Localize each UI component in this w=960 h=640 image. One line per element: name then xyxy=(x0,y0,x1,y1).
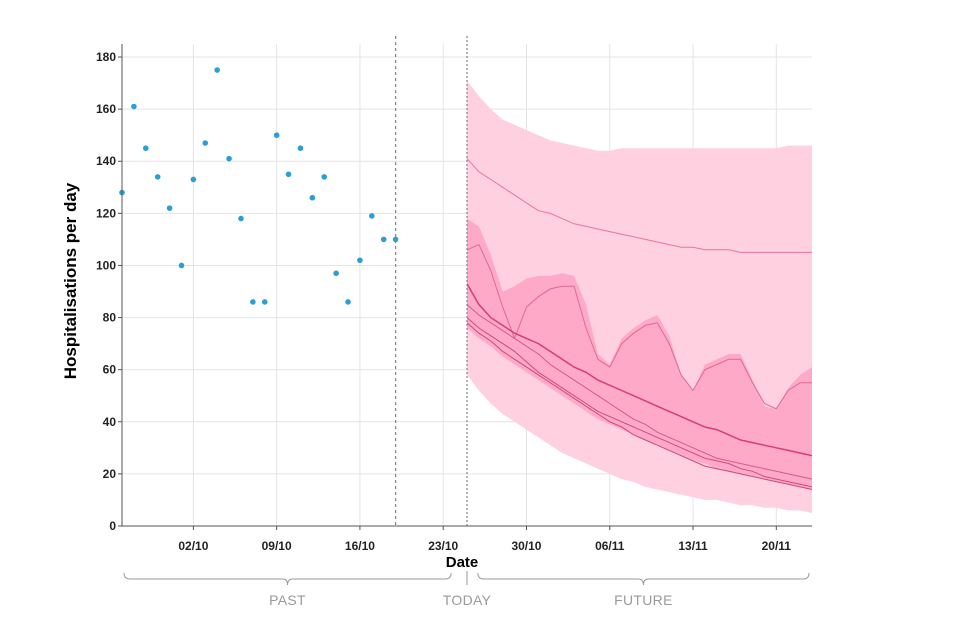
x-tick-label: 23/10 xyxy=(428,539,458,553)
observed-point xyxy=(142,145,149,152)
observed-point xyxy=(261,299,268,305)
observed-point xyxy=(131,103,137,110)
axes xyxy=(118,44,812,530)
y-tick-label: 140 xyxy=(96,154,116,168)
past-brace xyxy=(123,572,452,586)
forecast-line-4 xyxy=(466,304,813,480)
y-tick-label: 120 xyxy=(96,206,116,220)
x-tick-label: 16/10 xyxy=(345,539,375,553)
y-tick-label: 100 xyxy=(96,258,116,272)
observed-point xyxy=(226,155,232,162)
observed-point xyxy=(392,236,399,243)
forecast-lines xyxy=(466,158,813,490)
observed-point xyxy=(345,299,351,305)
reference-lines xyxy=(394,36,468,526)
y-tick-label: 80 xyxy=(103,311,117,325)
observed-point xyxy=(357,257,363,264)
forecast-line-5 xyxy=(466,317,813,488)
x-tick-label: 06/11 xyxy=(595,539,625,553)
forecast-line-3 xyxy=(466,283,813,457)
observed-points xyxy=(119,67,399,305)
observed-point xyxy=(321,174,328,180)
forecast-line-1 xyxy=(466,158,812,253)
observed-point xyxy=(190,176,197,183)
today-label: TODAY xyxy=(443,592,492,608)
y-tick-label: 160 xyxy=(96,102,116,116)
observed-point xyxy=(333,270,339,277)
x-tick-label: 30/10 xyxy=(511,539,541,553)
forecast-line-6 xyxy=(466,322,813,490)
observed-point xyxy=(273,132,280,138)
future-brace xyxy=(477,572,810,586)
observed-point xyxy=(238,215,244,222)
observed-point xyxy=(214,67,220,73)
observed-point xyxy=(178,262,185,269)
future-label: FUTURE xyxy=(614,592,673,608)
y-axis-title: Hospitalisations per day xyxy=(61,182,80,379)
observed-point xyxy=(154,174,161,180)
x-tick-label: 13/11 xyxy=(678,539,708,553)
past-label: PAST xyxy=(269,592,306,608)
forecast-bands xyxy=(467,80,812,513)
y-tick-label: 0 xyxy=(109,519,116,533)
x-tick-label: 20/11 xyxy=(762,539,792,553)
x-axis-title: Date xyxy=(446,554,479,571)
period-annotations: PAST TODAY FUTURE xyxy=(123,571,810,608)
forecast-line-2 xyxy=(466,243,812,410)
y-tick-label: 20 xyxy=(103,467,117,481)
observed-point xyxy=(309,194,316,201)
observed-point xyxy=(380,236,387,243)
y-tick-label: 40 xyxy=(103,415,117,429)
inner-forecast-band xyxy=(467,218,812,490)
tick-labels: 0 20 40 60 80 100 120 140 160 180 02/10 09/10 16/10 2… xyxy=(96,50,791,553)
x-tick-label: 09/10 xyxy=(262,539,292,553)
y-tick-label: 60 xyxy=(103,363,117,377)
observed-point xyxy=(285,171,292,178)
observed-point xyxy=(369,213,375,219)
observed-point xyxy=(202,140,209,146)
observed-point xyxy=(250,299,256,305)
y-tick-label: 180 xyxy=(96,50,116,64)
x-tick-label: 02/10 xyxy=(178,539,208,553)
observed-point xyxy=(297,145,304,152)
observed-point xyxy=(166,205,173,211)
